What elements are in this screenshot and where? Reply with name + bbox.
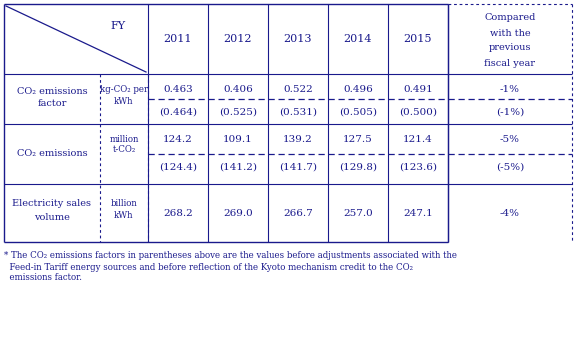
Text: 2012: 2012 — [224, 34, 252, 44]
Text: 124.2: 124.2 — [163, 135, 193, 143]
Text: (141.7): (141.7) — [279, 163, 317, 171]
Text: * The CO₂ emissions factors in parentheses above are the values before adjustmen: * The CO₂ emissions factors in parenthes… — [4, 252, 457, 260]
Text: 0.522: 0.522 — [283, 85, 313, 94]
Text: -1%: -1% — [500, 85, 520, 94]
Text: previous: previous — [489, 44, 531, 52]
Text: 139.2: 139.2 — [283, 135, 313, 143]
Text: factor: factor — [37, 100, 67, 108]
Text: 121.4: 121.4 — [403, 135, 433, 143]
Text: billion: billion — [111, 200, 137, 208]
Text: kWh: kWh — [114, 97, 134, 105]
Text: (129.8): (129.8) — [339, 163, 377, 171]
Text: (141.2): (141.2) — [219, 163, 257, 171]
Text: CO₂ emissions: CO₂ emissions — [17, 86, 88, 96]
Text: (0.505): (0.505) — [339, 107, 377, 117]
Text: (0.464): (0.464) — [159, 107, 197, 117]
Text: 2014: 2014 — [344, 34, 372, 44]
Text: (0.500): (0.500) — [399, 107, 437, 117]
Text: 2011: 2011 — [164, 34, 192, 44]
Text: t-CO₂: t-CO₂ — [113, 146, 136, 154]
Text: Feed-in Tariff energy sources and before reflection of the Kyoto mechanism credi: Feed-in Tariff energy sources and before… — [4, 262, 413, 272]
Text: (124.4): (124.4) — [159, 163, 197, 171]
Text: 257.0: 257.0 — [343, 208, 373, 218]
Text: Electricity sales: Electricity sales — [13, 200, 92, 208]
Text: 266.7: 266.7 — [283, 208, 313, 218]
Text: 2015: 2015 — [404, 34, 432, 44]
Text: kWh: kWh — [114, 210, 134, 220]
Text: (-5%): (-5%) — [496, 163, 524, 171]
Text: 269.0: 269.0 — [223, 208, 253, 218]
Text: kg-CO₂ per: kg-CO₂ per — [100, 85, 148, 95]
Text: -4%: -4% — [500, 208, 520, 218]
Text: -5%: -5% — [500, 135, 520, 143]
Text: 0.406: 0.406 — [223, 85, 253, 94]
Text: volume: volume — [34, 212, 70, 221]
Text: 109.1: 109.1 — [223, 135, 253, 143]
Text: 0.496: 0.496 — [343, 85, 373, 94]
Text: fiscal year: fiscal year — [484, 58, 535, 68]
Text: 127.5: 127.5 — [343, 135, 373, 143]
Text: 0.463: 0.463 — [163, 85, 193, 94]
Text: with the: with the — [490, 29, 530, 37]
Text: CO₂ emissions: CO₂ emissions — [17, 150, 88, 158]
Text: 268.2: 268.2 — [163, 208, 193, 218]
Text: (0.525): (0.525) — [219, 107, 257, 117]
Text: emissions factor.: emissions factor. — [4, 273, 82, 283]
Text: 247.1: 247.1 — [403, 208, 433, 218]
Text: (0.531): (0.531) — [279, 107, 317, 117]
Text: (123.6): (123.6) — [399, 163, 437, 171]
Text: 0.491: 0.491 — [403, 85, 433, 94]
Text: (-1%): (-1%) — [496, 107, 524, 117]
Text: 2013: 2013 — [284, 34, 312, 44]
Text: million: million — [109, 135, 139, 143]
Text: Compared: Compared — [484, 14, 536, 22]
Text: FY: FY — [110, 21, 125, 31]
